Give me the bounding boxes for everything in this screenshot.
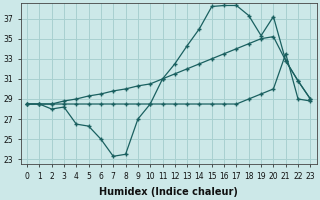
- X-axis label: Humidex (Indice chaleur): Humidex (Indice chaleur): [99, 187, 238, 197]
